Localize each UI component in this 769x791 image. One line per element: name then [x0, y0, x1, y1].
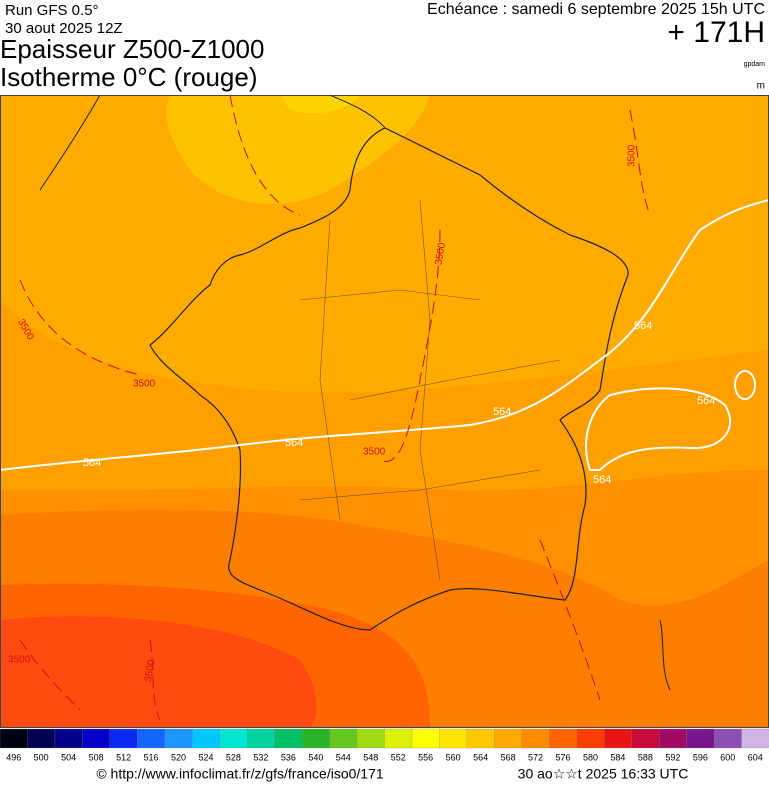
colorbar-label: 564 [473, 752, 488, 762]
contour-label: 564 [634, 320, 652, 332]
colorbar-swatch [384, 728, 413, 749]
title-line2: Isotherme 0°C (rouge) [0, 62, 258, 92]
colorbar-label: 504 [61, 752, 76, 762]
colorbar-swatch [27, 728, 56, 749]
colorbar: 496 500 504 508 512 516 520 524 528 532 536 540 544 5… [0, 728, 769, 762]
colorbar-swatch [604, 728, 633, 749]
colorbar-swatch [549, 728, 578, 749]
colorbar-swatch [247, 728, 276, 749]
colorbar-label: 580 [583, 752, 598, 762]
run-date: 30 aout 2025 12Z [5, 20, 123, 37]
colorbar-swatch [164, 728, 193, 749]
colorbar-label: 512 [116, 752, 131, 762]
colorbar-label: 556 [418, 752, 433, 762]
colorbar-swatch [82, 728, 111, 749]
contour-label: 564 [285, 437, 303, 449]
colorbar-swatch [219, 728, 248, 749]
contour-label: 564 [493, 406, 511, 418]
colorbar-swatch [494, 728, 523, 749]
colorbar-label: 572 [528, 752, 543, 762]
field-patch [600, 498, 625, 542]
colorbar-label: 568 [501, 752, 516, 762]
colorbar-label: 496 [6, 752, 21, 762]
colorbar-swatch [109, 728, 138, 749]
colorbar-label: 536 [281, 752, 296, 762]
colorbar-label: 588 [638, 752, 653, 762]
map: 564 564 564 564 564 564 3500 3500 3500 3… [0, 94, 769, 728]
field-deep-red [0, 616, 317, 728]
field-yellow [166, 95, 430, 204]
colorbar-swatch [301, 728, 331, 749]
unit-gpdam: gpdam [744, 61, 766, 68]
valid-time: Echéance : samedi 6 septembre 2025 15h U… [427, 1, 765, 18]
colorbar-swatch [439, 728, 468, 749]
colorbar-label: 596 [693, 752, 708, 762]
colorbar-label: 600 [720, 752, 735, 762]
colorbar-swatch [631, 728, 660, 749]
colorbar-swatch [658, 728, 688, 749]
colorbar-label: 516 [144, 752, 159, 762]
contour-label: 564 [697, 395, 715, 407]
region-borders [299, 199, 561, 581]
colorbar-label: 584 [610, 752, 625, 762]
colorbar-label: 604 [748, 752, 763, 762]
lead-time: + 171H [667, 16, 765, 49]
colorbar-label: 576 [556, 752, 571, 762]
contour-564-small [734, 370, 756, 400]
colorbar-swatch [356, 728, 386, 749]
source-url: © http://www.infoclimat.fr/z/gfs/france/… [96, 766, 384, 782]
colorbar-swatch [713, 728, 743, 749]
colorbar-swatch [411, 728, 441, 749]
contour-564 [0, 199, 769, 471]
colorbar-label: 524 [198, 752, 213, 762]
country-outline [149, 127, 629, 631]
title-line1: Epaisseur Z500-Z1000 [0, 34, 264, 64]
colorbar-label: 528 [226, 752, 241, 762]
isotherm-label: 3500 [627, 144, 638, 167]
colorbar-swatch [466, 728, 496, 749]
colorbar-label: 592 [665, 752, 680, 762]
colorbar-label: 540 [308, 752, 323, 762]
isotherm-label: 3500 [8, 655, 31, 666]
isotherm-label: 3500 [133, 379, 156, 390]
colorbar-swatch [0, 728, 29, 749]
colorbar-swatch [192, 728, 221, 749]
colorbar-label: 500 [34, 752, 49, 762]
colorbar-label: 548 [363, 752, 378, 762]
colorbar-label: 508 [89, 752, 104, 762]
colorbar-label: 520 [171, 752, 186, 762]
isotherm-label: 3500 [363, 447, 386, 458]
run-label: Run GFS 0.5° [5, 2, 99, 19]
contour-label: 564 [593, 474, 611, 486]
timestamp: 30 ao☆☆t 2025 16:33 UTC [518, 766, 689, 782]
colorbar-swatch [329, 728, 358, 749]
contour-label: 564 [83, 457, 101, 469]
colorbar-label: 532 [253, 752, 268, 762]
isotherm-label: 3500 [433, 242, 448, 266]
colorbar-swatch [521, 728, 550, 749]
isotherm-label: 3500 [143, 659, 158, 683]
coastline [39, 94, 671, 691]
colorbar-swatch [741, 728, 769, 749]
colorbar-swatch [137, 728, 166, 749]
colorbar-label: 544 [336, 752, 351, 762]
colorbar-swatch [576, 728, 605, 749]
colorbar-swatch [54, 728, 84, 749]
unit-m: m [757, 81, 765, 92]
contour-564-loop [585, 387, 731, 471]
isotherm-0c [19, 94, 651, 721]
colorbar-label: 552 [391, 752, 406, 762]
colorbar-swatch [686, 728, 715, 749]
colorbar-swatch [274, 728, 303, 749]
colorbar-label: 560 [446, 752, 461, 762]
